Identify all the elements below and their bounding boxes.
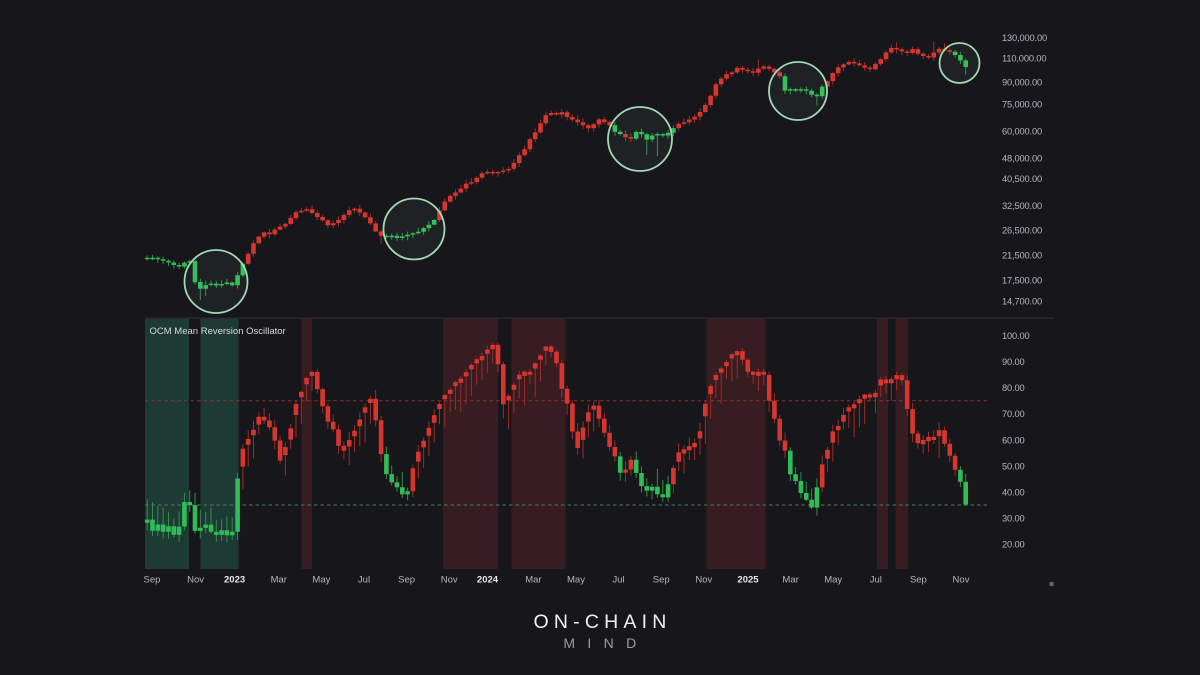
svg-text:48,000.00: 48,000.00 (1002, 154, 1042, 164)
svg-text:Mar: Mar (525, 575, 541, 586)
svg-text:110,000.00: 110,000.00 (1002, 53, 1046, 63)
svg-text:20.00: 20.00 (1002, 540, 1025, 550)
svg-text:Sep: Sep (910, 575, 927, 586)
svg-text:2025: 2025 (737, 575, 759, 586)
svg-text:80.00: 80.00 (1002, 383, 1025, 393)
svg-text:26,500.00: 26,500.00 (1002, 226, 1042, 236)
svg-text:21,500.00: 21,500.00 (1002, 251, 1042, 261)
svg-text:May: May (824, 575, 842, 586)
svg-text:Nov: Nov (695, 575, 712, 586)
svg-text:40,500.00: 40,500.00 (1002, 174, 1042, 184)
svg-text:32,500.00: 32,500.00 (1002, 201, 1042, 211)
svg-text:Mar: Mar (782, 575, 798, 586)
svg-text:Jul: Jul (613, 575, 625, 586)
svg-text:Nov: Nov (441, 575, 458, 586)
svg-text:14,700.00: 14,700.00 (1002, 297, 1042, 307)
svg-text:30.00: 30.00 (1002, 513, 1025, 523)
svg-text:60.00: 60.00 (1002, 435, 1025, 445)
svg-text:MIND: MIND (563, 635, 648, 651)
svg-text:Sep: Sep (398, 575, 415, 586)
svg-text:50.00: 50.00 (1002, 461, 1025, 471)
svg-text:60,000.00: 60,000.00 (1002, 127, 1042, 137)
svg-text:100.00: 100.00 (1002, 331, 1030, 341)
svg-text:Jul: Jul (870, 575, 882, 586)
svg-text:130,000.00: 130,000.00 (1002, 33, 1047, 43)
svg-text:2023: 2023 (224, 575, 245, 586)
svg-text:Nov: Nov (187, 575, 204, 586)
svg-text:Sep: Sep (653, 575, 670, 586)
svg-text:17,500.00: 17,500.00 (1002, 276, 1042, 286)
svg-text:Sep: Sep (144, 575, 161, 586)
svg-text:2024: 2024 (477, 575, 499, 586)
svg-text:ON-CHAIN: ON-CHAIN (533, 611, 671, 633)
svg-text:OCM Mean Reversion Oscillator: OCM Mean Reversion Oscillator (150, 326, 286, 337)
svg-text:Jul: Jul (358, 575, 370, 586)
svg-text:90,000.00: 90,000.00 (1002, 78, 1042, 88)
svg-text:70.00: 70.00 (1002, 409, 1025, 419)
svg-text:90.00: 90.00 (1002, 357, 1025, 367)
svg-text:75,000.00: 75,000.00 (1002, 100, 1042, 110)
svg-text:Mar: Mar (271, 575, 287, 586)
svg-text:May: May (567, 575, 585, 586)
svg-text:Nov: Nov (953, 575, 970, 586)
svg-text:40.00: 40.00 (1002, 487, 1025, 497)
svg-text:May: May (312, 575, 330, 586)
